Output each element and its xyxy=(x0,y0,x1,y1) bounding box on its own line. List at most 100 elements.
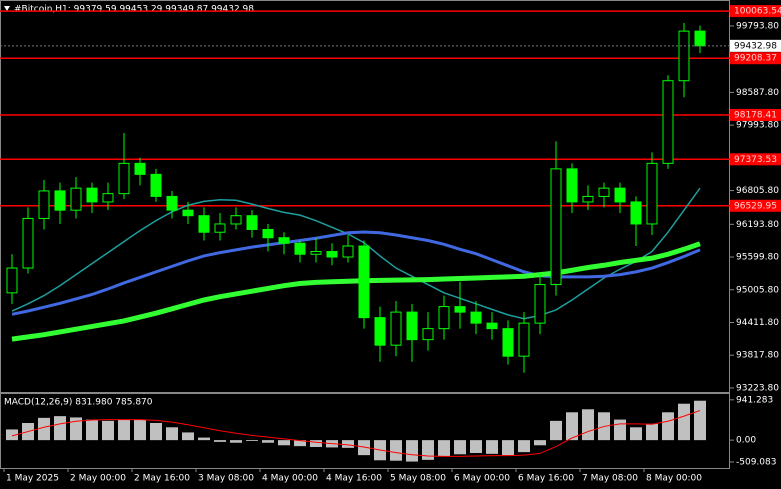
x-tick-label: 6 May 00:00 xyxy=(454,474,510,484)
candle-body xyxy=(646,162,658,225)
macd-bar xyxy=(262,440,274,443)
level-label-box xyxy=(730,153,781,166)
macd-bar xyxy=(502,440,514,456)
candle-body xyxy=(310,251,322,255)
candle-body xyxy=(534,284,546,324)
macd-bar xyxy=(246,440,258,441)
current-price-label: 99432.98 xyxy=(734,41,777,51)
candle-body xyxy=(134,162,146,175)
y-tick-label: 94411.80 xyxy=(736,318,779,328)
macd-bar xyxy=(454,440,466,455)
macd-bar xyxy=(6,429,18,441)
level-label-box xyxy=(730,108,781,121)
x-tick-label: 4 May 16:00 xyxy=(326,474,382,484)
x-tick-label: 8 May 00:00 xyxy=(646,474,702,484)
candle-body xyxy=(518,322,530,357)
macd-bar xyxy=(550,420,562,441)
macd-bar xyxy=(38,417,50,441)
y-tick-label: 97993.80 xyxy=(736,121,779,131)
macd-bar xyxy=(662,412,674,441)
y-tick-label: 96193.80 xyxy=(736,220,779,230)
macd-bar xyxy=(630,427,642,441)
x-tick-label: 1 May 2025 xyxy=(6,474,59,484)
level-label: 99208.37 xyxy=(734,54,777,64)
candle-body xyxy=(342,245,354,258)
macd-bar xyxy=(566,412,578,441)
y-tick-label: 96805.80 xyxy=(736,186,779,196)
candle-body xyxy=(38,190,50,219)
macd-bar xyxy=(694,400,706,441)
candle-body xyxy=(70,187,82,211)
candle-body xyxy=(438,306,450,330)
candle-body xyxy=(166,195,178,211)
candle-body xyxy=(198,215,210,233)
candle-body xyxy=(470,311,482,324)
macd-bar xyxy=(198,437,210,441)
candle-body xyxy=(262,228,274,239)
level-label-box xyxy=(730,52,781,65)
level-label: 98178.41 xyxy=(734,110,777,120)
level-label-box xyxy=(730,5,781,18)
macd-bar xyxy=(422,440,434,460)
y2-tick-label: 941.283 xyxy=(736,395,773,405)
current-price-box xyxy=(730,39,781,52)
x-tick-label: 3 May 08:00 xyxy=(198,474,254,484)
candle-body xyxy=(566,168,578,203)
macd-bar xyxy=(358,440,370,456)
macd-bar xyxy=(54,416,66,441)
candle-body xyxy=(422,328,434,341)
macd-bar xyxy=(678,403,690,441)
candle-body xyxy=(22,217,34,269)
candle-body xyxy=(246,215,258,230)
level-label: 100063.54 xyxy=(734,7,781,17)
candle-body xyxy=(86,187,98,203)
y-tick-label: 98587.80 xyxy=(736,88,779,98)
level-label: 97373.53 xyxy=(734,155,777,165)
macd-label: MACD(12,26,9) 831.980 785.870 xyxy=(4,398,153,408)
candle-body xyxy=(614,187,626,203)
y2-tick-label: -509.083 xyxy=(736,457,776,467)
x-tick-label: 2 May 16:00 xyxy=(134,474,190,484)
macd-bar xyxy=(342,440,354,448)
y-tick-label: 93817.80 xyxy=(736,351,779,361)
macd-bar xyxy=(406,440,418,462)
candle-body xyxy=(358,245,370,319)
macd-bar xyxy=(134,419,146,441)
macd-bar xyxy=(214,440,226,442)
candle-body xyxy=(454,306,466,313)
candle-body xyxy=(582,195,594,203)
macd-bar xyxy=(86,419,98,441)
y2-tick-label: 0.00 xyxy=(736,436,756,446)
candle-body xyxy=(102,193,114,203)
macd-bar xyxy=(486,440,498,454)
candle-body xyxy=(326,251,338,258)
candle-body xyxy=(662,80,674,164)
macd-bar xyxy=(518,440,530,453)
y-tick-label: 95599.80 xyxy=(736,253,779,263)
macd-bar xyxy=(118,420,130,441)
price-panel-frame xyxy=(0,0,730,393)
moving-average xyxy=(11,241,701,342)
macd-bar xyxy=(70,417,82,441)
candle-body xyxy=(374,317,386,346)
symbol-icon xyxy=(4,6,10,11)
macd-bar xyxy=(470,440,482,453)
level-label-box xyxy=(730,199,781,212)
candle-body xyxy=(230,215,242,225)
macd-bar xyxy=(166,427,178,441)
candle-body xyxy=(54,190,66,211)
macd-bar xyxy=(390,440,402,461)
candle-body xyxy=(598,187,610,197)
macd-bar xyxy=(182,432,194,441)
y-tick-label: 99793.80 xyxy=(736,21,779,31)
candle-body xyxy=(630,201,642,225)
candle-body xyxy=(550,168,562,286)
x-tick-label: 5 May 08:00 xyxy=(390,474,446,484)
y-tick-label: 93223.80 xyxy=(736,383,779,393)
chart-title: #Bitcoin,H1: 99379.59 99453.29 99349.87 … xyxy=(14,5,254,15)
candle-body xyxy=(678,30,690,82)
macd-bar xyxy=(294,440,306,447)
x-tick-label: 2 May 00:00 xyxy=(70,474,126,484)
macd-bar xyxy=(102,420,114,441)
candle-body xyxy=(214,223,226,233)
